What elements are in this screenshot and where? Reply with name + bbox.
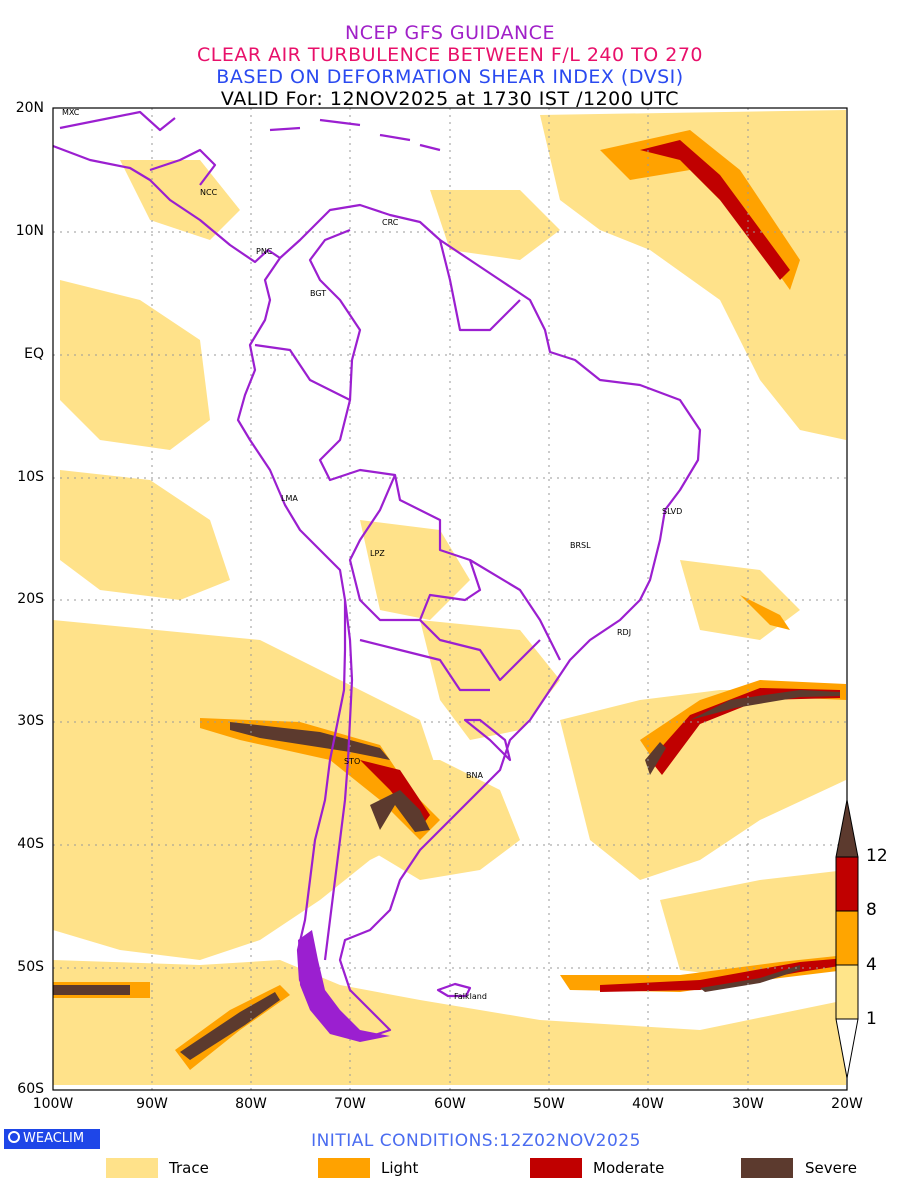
city-label: BRSL	[570, 541, 591, 550]
yucatan-outline	[149, 148, 217, 186]
colorbar-tick: 1	[866, 1009, 877, 1029]
city-label: Falkland	[454, 992, 487, 1001]
inner-boundaries	[469, 559, 561, 661]
city-label: NCC	[200, 188, 218, 197]
lat-label-10s: 10S	[17, 469, 44, 485]
initial-conditions: INITIAL CONDITIONS:12Z02NOV2025	[311, 1131, 641, 1151]
lon-label-60w: 60W	[434, 1096, 466, 1112]
colorbar	[835, 799, 859, 1079]
lat-label-40s: 40S	[17, 836, 44, 852]
severe-band	[700, 965, 800, 992]
legend-label-severe: Severe	[805, 1159, 857, 1177]
colorbar-tick: 12	[866, 846, 888, 866]
lat-label-50s: 50S	[17, 959, 44, 975]
light-band	[560, 955, 846, 992]
central-america-outline	[52, 144, 281, 264]
lat-label-20s: 20S	[17, 591, 44, 607]
severe-band	[230, 722, 390, 760]
trace-area	[420, 620, 560, 740]
copyright-icon	[8, 1131, 20, 1143]
lon-label-70w: 70W	[334, 1096, 366, 1112]
trace-area	[430, 190, 560, 260]
colorbar-none-arrow	[835, 1018, 859, 1079]
trace-area	[560, 690, 846, 880]
title-model: NCEP GFS GUIDANCE	[345, 22, 555, 44]
city-label: LMA	[281, 494, 298, 503]
city-label: SLVD	[662, 507, 683, 516]
lon-label-90w: 90W	[136, 1096, 168, 1112]
city-label: MXC	[62, 108, 80, 117]
inner-boundaries	[254, 343, 541, 682]
inner-boundaries	[308, 228, 362, 401]
moderate-band	[640, 140, 790, 280]
colorbar-tick: 8	[866, 900, 877, 920]
legend-swatch-severe	[741, 1158, 793, 1178]
trace-area	[360, 520, 470, 620]
legend-label-moderate: Moderate	[593, 1159, 665, 1177]
lon-label-50w: 50W	[533, 1096, 565, 1112]
country-boundaries	[52, 110, 702, 1042]
severe-band	[53, 985, 130, 995]
lat-lon-grid	[53, 108, 847, 1090]
lon-label-30w: 30W	[732, 1096, 764, 1112]
lat-label-10n: 10N	[15, 223, 44, 239]
brand-text: WEACLIM	[23, 1131, 85, 1146]
colorbar-trace	[835, 964, 859, 1020]
inner-boundaries	[438, 239, 521, 332]
lon-label-100w: 100W	[32, 1096, 74, 1112]
legend-label-light: Light	[381, 1159, 419, 1177]
trace-area	[60, 280, 210, 450]
title-method: BASED ON DEFORMATION SHEAR INDEX (DVSI)	[216, 66, 684, 88]
lon-label-40w: 40W	[632, 1096, 664, 1112]
severe-band	[370, 790, 430, 832]
trace-area	[540, 110, 846, 440]
colorbar-tick: 4	[866, 955, 877, 975]
title-valid-time: VALID For: 12NOV2025 at 1730 IST /1200 U…	[220, 88, 680, 110]
title-product: CLEAR AIR TURBULENCE BETWEEN F/L 240 TO …	[196, 44, 704, 66]
light-band	[740, 595, 790, 630]
light-band	[600, 130, 800, 290]
chile-fjords	[298, 930, 390, 1042]
lat-label-eq: EQ	[24, 346, 44, 362]
city-label: STO	[344, 757, 361, 766]
colorbar-light	[835, 910, 859, 966]
patagonia-coast-fill	[298, 930, 390, 1042]
inner-boundaries	[463, 718, 512, 762]
weaclim-logo: WEACLIM	[4, 1129, 100, 1149]
trace-area	[60, 470, 230, 600]
moderate-band	[600, 958, 846, 992]
legend-swatch-moderate	[530, 1158, 582, 1178]
legend-swatch-trace	[106, 1158, 158, 1178]
city-label: CRC	[382, 218, 399, 227]
trace-area	[53, 620, 440, 960]
lon-label-20w: 20W	[831, 1096, 863, 1112]
legend-label-trace: Trace	[169, 1159, 209, 1177]
severe-band	[645, 742, 666, 775]
mexico-outline	[59, 110, 176, 132]
south-america-outline	[236, 203, 702, 1042]
severe-band	[690, 690, 840, 720]
city-label: BNA	[466, 771, 483, 780]
lat-label-20n: 20N	[15, 100, 44, 116]
inner-boundaries	[348, 474, 420, 622]
city-label: PNC	[256, 247, 273, 256]
trace-area	[660, 870, 846, 980]
lat-label-30s: 30S	[17, 713, 44, 729]
colorbar-moderate	[835, 856, 859, 912]
city-label: RDJ	[617, 628, 632, 637]
city-label: LPZ	[370, 549, 385, 558]
caribbean-islands	[269, 118, 441, 152]
andes-boundary	[323, 599, 354, 961]
lon-label-80w: 80W	[235, 1096, 267, 1112]
inner-boundaries	[359, 638, 490, 692]
map-frame	[52, 107, 848, 1091]
falkland-islands	[436, 982, 472, 998]
lat-label-60s: 60S	[17, 1081, 44, 1097]
legend-swatch-light	[318, 1158, 370, 1178]
severe-band	[180, 992, 280, 1060]
city-label: BGT	[310, 289, 327, 298]
